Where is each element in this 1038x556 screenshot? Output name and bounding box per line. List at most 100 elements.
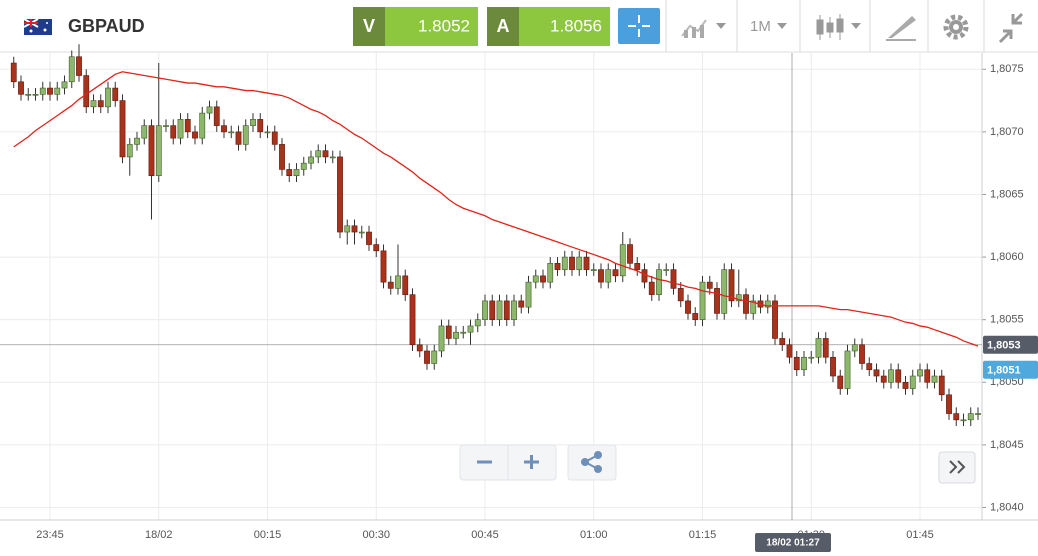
candle-body bbox=[699, 281, 706, 320]
y-tick-label: 1,8045 bbox=[990, 439, 1024, 451]
settings-button[interactable] bbox=[943, 14, 969, 40]
candle-body bbox=[685, 300, 691, 314]
candle-body bbox=[728, 269, 735, 302]
candle-body bbox=[264, 131, 271, 134]
price-tag-label: 1,8053 bbox=[987, 340, 1021, 352]
candle-body bbox=[18, 81, 24, 95]
candle-body bbox=[395, 275, 401, 289]
candle-body bbox=[576, 256, 583, 270]
candle-body bbox=[482, 300, 488, 320]
y-tick-label: 1,8040 bbox=[990, 501, 1024, 513]
candle-body bbox=[648, 281, 655, 295]
candle-body bbox=[525, 281, 532, 308]
candle-body bbox=[772, 300, 778, 339]
zoom-in[interactable] bbox=[524, 455, 539, 469]
candle-body bbox=[917, 369, 923, 377]
y-tick-label: 1,8070 bbox=[990, 126, 1024, 138]
candle-body bbox=[177, 119, 184, 139]
candle-body bbox=[888, 369, 894, 383]
candle-body bbox=[851, 344, 858, 352]
candle-body bbox=[199, 112, 206, 139]
candle-body bbox=[779, 338, 786, 346]
candle-body bbox=[880, 375, 887, 383]
candle-body bbox=[242, 125, 249, 145]
candle-body bbox=[496, 300, 503, 320]
candle-body bbox=[743, 294, 749, 314]
plot-area bbox=[0, 53, 982, 520]
sell-price: 1.8052 bbox=[418, 16, 470, 35]
y-tick-label: 1,8065 bbox=[990, 188, 1024, 200]
candle-body bbox=[801, 356, 807, 371]
candle-body bbox=[373, 244, 380, 252]
candle-body bbox=[873, 369, 880, 377]
candle-body bbox=[909, 375, 916, 389]
candle-body bbox=[105, 87, 111, 108]
candle-body bbox=[300, 162, 307, 170]
candle-body bbox=[808, 356, 815, 359]
buy-button[interactable]: A 1.8056 bbox=[487, 7, 610, 46]
chart-type-button[interactable] bbox=[681, 19, 726, 38]
candle-body bbox=[554, 263, 561, 270]
candle-body bbox=[387, 281, 394, 289]
share-button[interactable] bbox=[567, 444, 617, 481]
timeframe-button[interactable]: 1M bbox=[750, 18, 787, 35]
candle-body bbox=[192, 131, 198, 139]
candle-body bbox=[706, 281, 713, 289]
crosshair-time-label: 18/02 01:27 bbox=[766, 538, 820, 549]
candle-body bbox=[786, 344, 793, 358]
candle-body bbox=[206, 106, 213, 114]
sell-button[interactable]: V 1.8052 bbox=[353, 7, 478, 46]
buy-price: 1.8056 bbox=[550, 16, 602, 35]
candle-body bbox=[54, 87, 61, 95]
candle-body bbox=[822, 338, 829, 358]
candle-body bbox=[416, 344, 423, 352]
x-tick-label: 00:45 bbox=[471, 529, 499, 541]
candle-body bbox=[279, 144, 285, 170]
candle-body bbox=[213, 106, 220, 126]
candle-body bbox=[547, 263, 554, 283]
candle-body bbox=[380, 250, 387, 283]
candle-body bbox=[866, 363, 873, 371]
candle-body bbox=[895, 369, 902, 383]
candle-body bbox=[47, 87, 53, 95]
candle-body bbox=[402, 275, 409, 295]
drawing-button[interactable] bbox=[886, 16, 916, 41]
candle-body bbox=[25, 94, 32, 96]
compress-button[interactable] bbox=[998, 12, 1024, 44]
candle-body bbox=[627, 244, 633, 264]
candle-style-button[interactable] bbox=[816, 14, 861, 40]
candle-body bbox=[844, 350, 851, 389]
candle-body bbox=[793, 356, 800, 371]
candle-body bbox=[431, 350, 438, 364]
candle-body bbox=[112, 87, 119, 101]
candle-body bbox=[10, 62, 17, 83]
candle-body bbox=[924, 369, 931, 383]
candle-body bbox=[61, 81, 68, 89]
candle-body bbox=[148, 125, 155, 176]
candle-body bbox=[750, 300, 757, 314]
candle-body bbox=[235, 131, 242, 145]
candle-body bbox=[540, 275, 546, 283]
crosshair-button[interactable] bbox=[618, 8, 660, 44]
candle-body bbox=[670, 269, 677, 289]
candle-body bbox=[366, 231, 372, 245]
candle-body bbox=[953, 413, 960, 421]
candle-body bbox=[322, 150, 329, 158]
candle-body bbox=[141, 125, 148, 139]
candle-body bbox=[634, 263, 641, 270]
candle-body bbox=[308, 156, 314, 164]
crosshair-time-box bbox=[755, 533, 831, 552]
toolbar: GBPAUD V 1.8052 A 1.8056 1M bbox=[0, 0, 1038, 53]
timeframe: 1M bbox=[750, 18, 771, 35]
chart: 23:4518/0200:1500:3000:4501:0001:1501:30… bbox=[0, 44, 1038, 552]
candle-body bbox=[329, 156, 336, 159]
candle-body bbox=[605, 269, 612, 283]
candle-body bbox=[967, 413, 974, 421]
candle-body bbox=[474, 319, 481, 327]
candle-body bbox=[946, 394, 952, 414]
candle-body bbox=[32, 94, 39, 96]
candle-body bbox=[561, 256, 568, 270]
scroll-end-button[interactable] bbox=[938, 451, 976, 484]
candle-body bbox=[859, 344, 865, 364]
